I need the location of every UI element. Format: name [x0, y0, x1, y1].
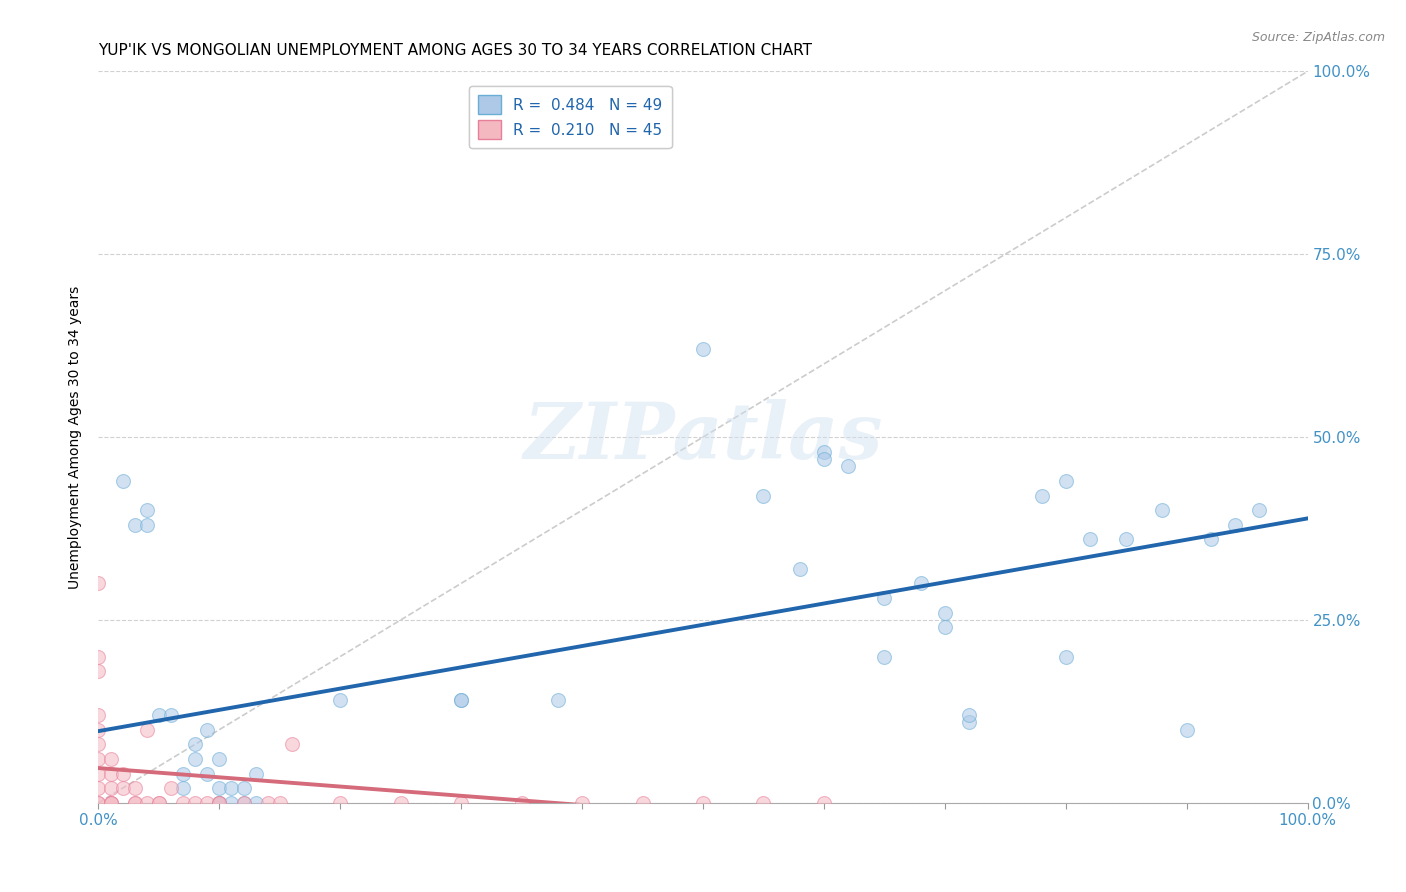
Yup'ik — [111, 474, 134, 488]
Yup'ik — [232, 796, 254, 810]
Mongolians — [208, 796, 231, 810]
Mongolians — [135, 796, 157, 810]
Yup'ik — [221, 796, 243, 810]
Yup'ik — [195, 723, 218, 737]
Yup'ik — [1223, 517, 1246, 532]
Yup'ik — [195, 766, 218, 780]
Mongolians — [752, 796, 775, 810]
Yup'ik — [910, 576, 932, 591]
Mongolians — [269, 796, 291, 810]
Mongolians — [148, 796, 170, 810]
Mongolians — [100, 796, 122, 810]
Mongolians — [100, 796, 122, 810]
Text: ZIPatlas: ZIPatlas — [523, 399, 883, 475]
Yup'ik — [873, 649, 896, 664]
Mongolians — [631, 796, 654, 810]
Mongolians — [100, 796, 122, 810]
Yup'ik — [752, 489, 775, 503]
Mongolians — [124, 781, 146, 796]
Mongolians — [124, 796, 146, 810]
Mongolians — [172, 796, 194, 810]
Yup'ik — [208, 781, 231, 796]
Yup'ik — [172, 781, 194, 796]
Mongolians — [389, 796, 412, 810]
Yup'ik — [329, 693, 352, 707]
Mongolians — [111, 766, 134, 780]
Yup'ik — [1031, 489, 1053, 503]
Mongolians — [87, 796, 110, 810]
Yup'ik — [1152, 503, 1174, 517]
Text: Source: ZipAtlas.com: Source: ZipAtlas.com — [1251, 31, 1385, 45]
Mongolians — [184, 796, 207, 810]
Mongolians — [813, 796, 835, 810]
Yup'ik — [837, 459, 859, 474]
Mongolians — [124, 796, 146, 810]
Yup'ik — [245, 766, 267, 780]
Mongolians — [87, 781, 110, 796]
Yup'ik — [813, 444, 835, 458]
Mongolians — [87, 766, 110, 780]
Mongolians — [692, 796, 714, 810]
Mongolians — [87, 737, 110, 751]
Mongolians — [256, 796, 278, 810]
Yup'ik — [208, 796, 231, 810]
Mongolians — [87, 576, 110, 591]
Mongolians — [87, 752, 110, 766]
Yup'ik — [813, 452, 835, 467]
Mongolians — [87, 664, 110, 678]
Mongolians — [111, 781, 134, 796]
Mongolians — [232, 796, 254, 810]
Mongolians — [281, 737, 304, 751]
Yup'ik — [124, 517, 146, 532]
Mongolians — [87, 649, 110, 664]
Yup'ik — [1175, 723, 1198, 737]
Mongolians — [100, 766, 122, 780]
Yup'ik — [148, 708, 170, 723]
Y-axis label: Unemployment Among Ages 30 to 34 years: Unemployment Among Ages 30 to 34 years — [69, 285, 83, 589]
Yup'ik — [934, 620, 956, 634]
Legend: R =  0.484   N = 49, R =  0.210   N = 45: R = 0.484 N = 49, R = 0.210 N = 45 — [468, 87, 672, 148]
Yup'ik — [232, 781, 254, 796]
Mongolians — [87, 796, 110, 810]
Mongolians — [571, 796, 593, 810]
Yup'ik — [1199, 533, 1222, 547]
Yup'ik — [184, 752, 207, 766]
Yup'ik — [450, 693, 472, 707]
Mongolians — [510, 796, 533, 810]
Yup'ik — [934, 606, 956, 620]
Yup'ik — [957, 715, 980, 730]
Yup'ik — [1115, 533, 1137, 547]
Yup'ik — [692, 343, 714, 357]
Mongolians — [208, 796, 231, 810]
Mongolians — [160, 781, 183, 796]
Yup'ik — [221, 781, 243, 796]
Yup'ik — [245, 796, 267, 810]
Yup'ik — [184, 737, 207, 751]
Text: YUP'IK VS MONGOLIAN UNEMPLOYMENT AMONG AGES 30 TO 34 YEARS CORRELATION CHART: YUP'IK VS MONGOLIAN UNEMPLOYMENT AMONG A… — [98, 43, 813, 58]
Yup'ik — [873, 591, 896, 605]
Yup'ik — [547, 693, 569, 707]
Yup'ik — [957, 708, 980, 723]
Mongolians — [450, 796, 472, 810]
Mongolians — [100, 781, 122, 796]
Yup'ik — [1054, 474, 1077, 488]
Yup'ik — [1249, 503, 1271, 517]
Yup'ik — [208, 796, 231, 810]
Mongolians — [87, 723, 110, 737]
Mongolians — [135, 723, 157, 737]
Yup'ik — [172, 766, 194, 780]
Mongolians — [100, 752, 122, 766]
Mongolians — [329, 796, 352, 810]
Yup'ik — [1078, 533, 1101, 547]
Yup'ik — [135, 503, 157, 517]
Yup'ik — [160, 708, 183, 723]
Yup'ik — [208, 752, 231, 766]
Yup'ik — [450, 693, 472, 707]
Yup'ik — [789, 562, 811, 576]
Mongolians — [148, 796, 170, 810]
Mongolians — [87, 708, 110, 723]
Mongolians — [195, 796, 218, 810]
Yup'ik — [1054, 649, 1077, 664]
Yup'ik — [135, 517, 157, 532]
